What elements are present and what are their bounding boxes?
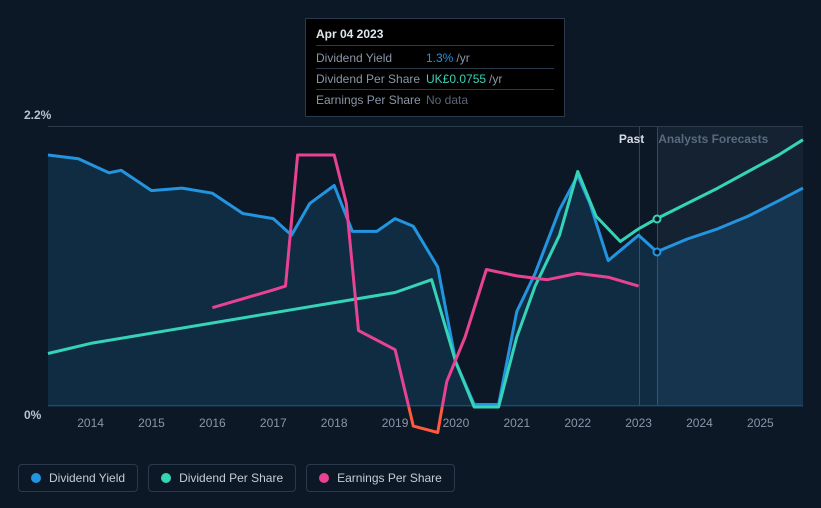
legend-label: Dividend Yield <box>49 471 125 485</box>
x-tick: 2024 <box>686 416 713 430</box>
x-tick: 2025 <box>747 416 774 430</box>
x-tick: 2015 <box>138 416 165 430</box>
x-tick: 2016 <box>199 416 226 430</box>
x-axis-ticks: 2014 2015 2016 2017 2018 2019 2020 2021 2022 2023… <box>48 416 803 436</box>
tooltip-label: Earnings Per Share <box>316 93 426 107</box>
tooltip-value: No data <box>426 93 468 107</box>
region-label-past: Past <box>619 132 644 146</box>
tooltip: Apr 04 2023 Dividend Yield 1.3%/yr Divid… <box>305 18 565 117</box>
x-tick: 2020 <box>443 416 470 430</box>
tooltip-value: 1.3%/yr <box>426 51 470 65</box>
dividend-yield-end-dot <box>652 247 661 256</box>
legend-item-dividend-per-share[interactable]: Dividend Per Share <box>148 464 296 492</box>
chart-area[interactable]: 2.2% 0% Past Analysts Forecasts 2014 2015… <box>18 108 803 448</box>
tooltip-date: Apr 04 2023 <box>316 25 554 46</box>
x-tick: 2018 <box>321 416 348 430</box>
tooltip-value: UK£0.0755/yr <box>426 72 502 86</box>
hover-marker-line <box>639 127 640 405</box>
y-axis-top-label: 2.2% <box>24 108 51 122</box>
dividend-per-share-end-dot <box>652 214 661 223</box>
x-tick: 2022 <box>564 416 591 430</box>
legend-label: Dividend Per Share <box>179 471 283 485</box>
legend-swatch-icon <box>161 473 171 483</box>
region-label-forecast: Analysts Forecasts <box>658 132 768 146</box>
legend-item-earnings-per-share[interactable]: Earnings Per Share <box>306 464 455 492</box>
x-tick: 2021 <box>503 416 530 430</box>
tooltip-row-dps: Dividend Per Share UK£0.0755/yr <box>316 69 554 90</box>
x-tick: 2017 <box>260 416 287 430</box>
x-tick: 2023 <box>625 416 652 430</box>
legend-swatch-icon <box>319 473 329 483</box>
legend-item-dividend-yield[interactable]: Dividend Yield <box>18 464 138 492</box>
x-tick: 2014 <box>77 416 104 430</box>
y-axis-bottom-label: 0% <box>24 408 41 422</box>
legend: Dividend Yield Dividend Per Share Earnings… <box>18 464 455 492</box>
tooltip-row-eps: Earnings Per Share No data <box>316 90 554 110</box>
tooltip-label: Dividend Yield <box>316 51 426 65</box>
tooltip-label: Dividend Per Share <box>316 72 426 86</box>
region-labels: Past Analysts Forecasts <box>619 132 768 146</box>
plot-region[interactable] <box>48 126 803 406</box>
legend-label: Earnings Per Share <box>337 471 442 485</box>
tooltip-row-dy: Dividend Yield 1.3%/yr <box>316 48 554 69</box>
legend-swatch-icon <box>31 473 41 483</box>
x-tick: 2019 <box>382 416 409 430</box>
chart-svg <box>48 127 803 407</box>
